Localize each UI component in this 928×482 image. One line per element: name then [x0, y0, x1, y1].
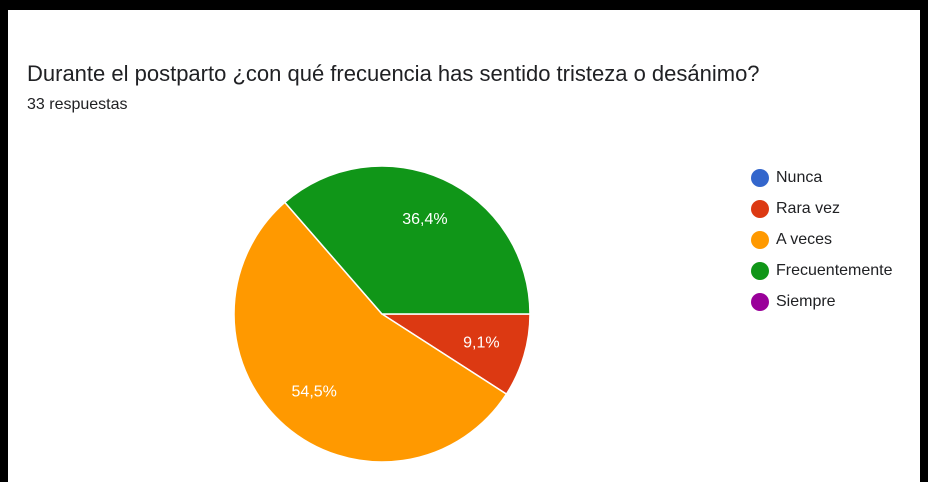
legend-swatch	[751, 293, 769, 311]
chart-subtitle: 33 respuestas	[27, 96, 128, 113]
pie-slice	[233, 201, 508, 463]
chart-title: Durante el postparto ¿con qué frecuencia…	[27, 61, 760, 86]
legend-label: Rara vez	[776, 200, 840, 217]
pie-slice	[379, 313, 531, 396]
legend-label: Siempre	[776, 293, 836, 310]
slice-label: 36,4%	[402, 211, 447, 228]
legend-swatch	[751, 169, 769, 187]
slice-label: 9,1%	[463, 334, 499, 351]
legend-swatch	[751, 262, 769, 280]
legend-swatch	[751, 200, 769, 218]
legend-label: A veces	[776, 231, 832, 248]
legend-label: Frecuentemente	[776, 262, 893, 279]
slice-label: 54,5%	[292, 384, 337, 401]
legend-label: Nunca	[776, 169, 822, 186]
legend-swatch	[751, 231, 769, 249]
pie-slice	[283, 165, 531, 315]
